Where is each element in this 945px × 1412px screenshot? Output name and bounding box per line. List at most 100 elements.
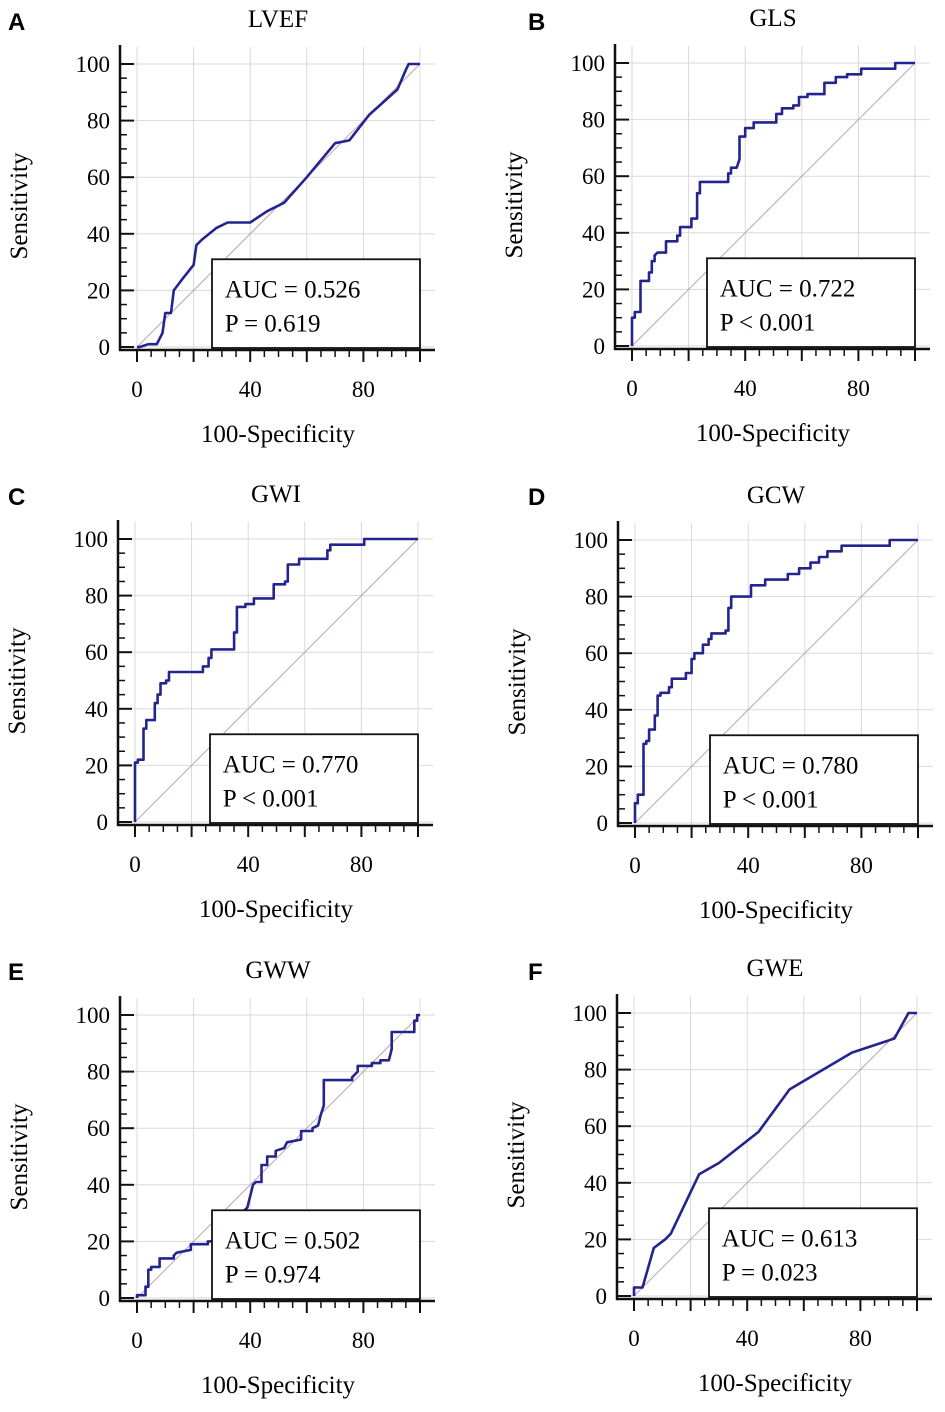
roc-curve [137,62,420,349]
y-tick-label: 60 [582,164,605,189]
x-tick-label: 0 [129,852,141,877]
y-tick-label: 100 [76,52,111,77]
auc-label: AUC = 0.722 [720,275,856,302]
y-tick-label: 80 [582,108,605,133]
stats-box [709,734,919,825]
x-axis-label: 100-Specificity [696,420,851,447]
y-tick-label: 80 [87,109,110,134]
x-tick-label: 0 [629,853,641,878]
y-tick-label: 40 [585,698,608,723]
p-value-label: P < 0.001 [720,309,816,336]
y-tick-label: 20 [87,278,110,303]
roc-panel-b: B GLS 0 20 40 60 80 100 0 40 80 100-Specificity Sens… [501,5,930,447]
y-tick-label: 80 [85,584,108,609]
roc-curve [632,1011,917,1296]
x-axis-label: 100-Specificity [698,1370,853,1397]
x-tick-label: 40 [239,1328,262,1353]
auc-label: AUC = 0.770 [223,751,359,778]
y-tick-label: 0 [596,1284,608,1309]
auc-label: AUC = 0.780 [723,752,859,779]
y-tick-label: 20 [85,753,108,778]
y-tick-label: 40 [87,1173,110,1198]
y-tick-label: 60 [584,1114,607,1139]
y-tick-label: 40 [582,221,605,246]
p-value-label: P < 0.001 [223,785,319,812]
y-tick-label: 20 [87,1229,110,1254]
chart-title: GWE [747,955,804,982]
stats-box [706,257,916,348]
roc-panel-f: F GWE 0 20 40 60 80 100 0 40 80 100-Specificity Sens… [503,955,932,1397]
panel-letter: E [8,959,24,986]
x-axis-label: 100-Specificity [201,1372,356,1399]
y-axis-label: Sensitivity [501,151,528,258]
reference-diagonal [134,538,419,823]
y-tick-label: 100 [76,1003,111,1028]
roc-curve [133,537,418,822]
x-tick-label: 80 [350,852,373,877]
y-tick-label: 60 [87,165,110,190]
x-tick-label: 80 [847,376,870,401]
x-tick-label: 80 [352,377,375,402]
stats-box [708,1207,918,1298]
roc-panel-e: E GWW 0 20 40 60 80 100 0 40 80 100-Specificity Sens… [6,957,435,1399]
x-tick-label: 80 [850,853,873,878]
auc-label: AUC = 0.526 [225,276,361,303]
stats-box [209,733,419,824]
x-tick-label: 40 [737,853,760,878]
y-axis-label: Sensitivity [4,627,31,734]
p-value-label: P < 0.001 [723,786,819,813]
y-tick-label: 40 [584,1171,607,1196]
y-tick-label: 0 [597,811,609,836]
p-value-label: P = 0.619 [225,310,321,337]
panel-letter: F [528,959,543,986]
chart-title: GWI [251,481,301,508]
y-tick-label: 0 [99,335,111,360]
y-tick-label: 80 [584,1058,607,1083]
x-tick-label: 0 [131,377,143,402]
x-tick-label: 0 [131,1328,143,1353]
y-tick-label: 20 [585,754,608,779]
y-tick-label: 20 [584,1227,607,1252]
chart-title: GCW [747,482,806,509]
y-tick-label: 40 [85,697,108,722]
y-tick-label: 100 [74,527,109,552]
y-tick-label: 60 [585,641,608,666]
panel-letter: A [8,9,25,36]
x-tick-label: 80 [352,1328,375,1353]
chart-title: GWW [245,957,311,984]
roc-curve [135,1013,420,1298]
x-axis-label: 100-Specificity [199,896,354,923]
x-tick-label: 0 [626,376,638,401]
x-tick-label: 40 [736,1326,759,1351]
p-value-label: P = 0.023 [722,1259,818,1286]
roc-panel-d: D GCW 0 20 40 60 80 100 0 40 80 100-Specificity Sens… [504,482,933,924]
p-value-label: P = 0.974 [225,1261,321,1288]
y-tick-label: 80 [87,1060,110,1085]
reference-diagonal [634,539,919,824]
chart-title: LVEF [248,6,308,33]
y-axis-label: Sensitivity [504,628,531,735]
y-tick-label: 100 [574,528,609,553]
auc-label: AUC = 0.502 [225,1227,361,1254]
y-tick-label: 0 [97,810,109,835]
x-axis-label: 100-Specificity [699,897,854,924]
chart-title: GLS [749,5,796,32]
stats-box [211,1209,421,1300]
panel-letter: C [8,484,25,511]
y-tick-label: 60 [85,640,108,665]
auc-label: AUC = 0.613 [722,1225,858,1252]
panel-letter: D [528,484,545,511]
roc-curve [630,61,915,346]
x-tick-label: 80 [849,1326,872,1351]
y-tick-label: 0 [594,334,606,359]
y-axis-label: Sensitivity [6,1103,33,1210]
x-tick-label: 40 [734,376,757,401]
roc-panel-c: C GWI 0 20 40 60 80 100 0 40 80 100-Specificity Sens… [4,481,433,923]
x-tick-label: 0 [628,1326,640,1351]
x-tick-label: 40 [237,852,260,877]
stats-box [211,258,421,349]
y-tick-label: 0 [99,1286,111,1311]
y-axis-label: Sensitivity [6,152,33,259]
reference-diagonal [631,62,916,347]
